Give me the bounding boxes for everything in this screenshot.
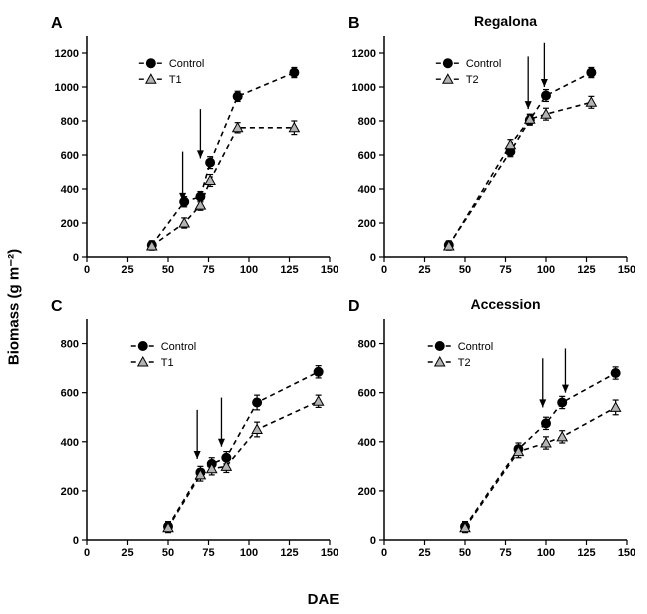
panel-B: 0 25 50 75 100 125 150 0 200 400 600 800 1000 1200 Con… [342,12,635,289]
svg-text:800: 800 [61,339,79,351]
svg-text:A: A [51,15,63,32]
svg-text:200: 200 [358,486,376,498]
svg-text:0: 0 [370,535,376,547]
svg-text:400: 400 [61,437,79,449]
svg-text:100: 100 [537,547,555,559]
x-axis-label: DAE [308,591,340,608]
svg-text:600: 600 [358,150,376,162]
svg-text:1000: 1000 [55,82,79,94]
panel-svg: 0 25 50 75 100 125 150 0 200 400 600 800 1000 1200 Con… [45,12,338,289]
svg-text:150: 150 [321,547,338,559]
svg-text:25: 25 [418,547,430,559]
svg-text:125: 125 [577,264,595,276]
svg-text:600: 600 [358,388,376,400]
svg-text:B: B [348,15,360,32]
svg-text:0: 0 [370,252,376,264]
svg-text:600: 600 [61,388,79,400]
svg-text:Control: Control [458,341,493,353]
svg-text:100: 100 [240,264,258,276]
svg-text:T1: T1 [169,74,182,86]
svg-text:1200: 1200 [55,48,79,60]
svg-text:25: 25 [121,264,133,276]
svg-text:75: 75 [202,547,214,559]
svg-text:T1: T1 [161,357,174,369]
panel-C: 0 25 50 75 100 125 150 0 200 400 600 800 Control T1 C [45,295,338,572]
svg-text:0: 0 [381,547,387,559]
svg-text:600: 600 [61,150,79,162]
svg-text:T2: T2 [466,74,479,86]
svg-text:50: 50 [459,264,471,276]
svg-text:50: 50 [162,547,174,559]
svg-text:400: 400 [358,437,376,449]
svg-text:0: 0 [84,264,90,276]
svg-text:D: D [348,298,360,315]
svg-text:200: 200 [61,218,79,230]
svg-text:50: 50 [162,264,174,276]
svg-text:150: 150 [321,264,338,276]
svg-text:Control: Control [169,58,204,70]
svg-text:25: 25 [121,547,133,559]
svg-text:1200: 1200 [352,48,376,60]
svg-text:1000: 1000 [352,82,376,94]
svg-text:800: 800 [358,339,376,351]
panel-svg: 0 25 50 75 100 125 150 0 200 400 600 800 1000 1200 Con… [342,12,635,289]
svg-text:800: 800 [61,116,79,128]
svg-text:C: C [51,298,63,315]
svg-text:150: 150 [618,547,635,559]
svg-text:75: 75 [202,264,214,276]
svg-text:100: 100 [537,264,555,276]
svg-text:Control: Control [161,341,196,353]
svg-text:0: 0 [73,252,79,264]
svg-text:0: 0 [73,535,79,547]
svg-text:75: 75 [499,264,511,276]
svg-text:400: 400 [61,184,79,196]
svg-text:25: 25 [418,264,430,276]
svg-text:125: 125 [280,547,298,559]
panel-svg: 0 25 50 75 100 125 150 0 200 400 600 800 Control T2 D A… [342,295,635,572]
svg-text:Accession: Accession [470,296,540,312]
panel-svg: 0 25 50 75 100 125 150 0 200 400 600 800 Control T1 C [45,295,338,572]
svg-text:125: 125 [280,264,298,276]
svg-text:400: 400 [358,184,376,196]
svg-text:T2: T2 [458,357,471,369]
svg-text:Control: Control [466,58,501,70]
svg-text:200: 200 [61,486,79,498]
svg-text:50: 50 [459,547,471,559]
panel-D: 0 25 50 75 100 125 150 0 200 400 600 800 Control T2 D A… [342,295,635,572]
y-axis-label: Biomass (g m⁻²) [5,249,23,365]
svg-text:200: 200 [358,218,376,230]
svg-text:Regalona: Regalona [474,13,537,29]
svg-text:125: 125 [577,547,595,559]
panel-A: 0 25 50 75 100 125 150 0 200 400 600 800 1000 1200 Con… [45,12,338,289]
svg-text:75: 75 [499,547,511,559]
svg-text:800: 800 [358,116,376,128]
figure: Biomass (g m⁻²) DAE 0 25 50 75 100 125 150 0 200… [0,0,647,614]
svg-text:0: 0 [84,547,90,559]
svg-text:100: 100 [240,547,258,559]
svg-text:150: 150 [618,264,635,276]
panel-grid: 0255075100125150020040060080010001200Con… [45,12,635,572]
svg-text:0: 0 [381,264,387,276]
